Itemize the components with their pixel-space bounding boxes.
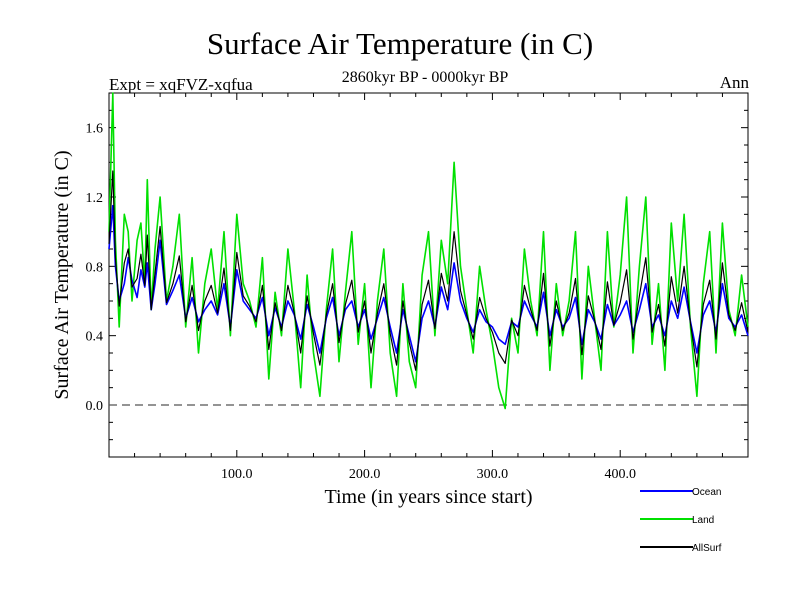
chart-subtitle: 2860kyr BP - 0000kyr BP [341, 69, 509, 86]
legend-label-allsurf: AllSurf [692, 543, 722, 554]
y-tick-label: 0.8 [86, 260, 104, 275]
legend: Ocean Land AllSurf [640, 487, 722, 554]
series-line-land [108, 92, 749, 410]
axis-ticks: 0.0 0.4 0.8 1.2 1.6 100.0 200.0 300.0 400.0 [86, 93, 748, 482]
y-tick-label: 0.4 [86, 330, 104, 345]
y-axis-label: Surface Air Temperature (in C) [51, 150, 73, 399]
legend-label-land: Land [692, 515, 714, 526]
series-line-allsurf [108, 170, 749, 371]
y-tick-label: 0.0 [86, 399, 104, 414]
experiment-label: Expt = xqFVZ-xqfua [109, 75, 253, 94]
x-tick-label: 200.0 [349, 467, 381, 482]
chart-title: Surface Air Temperature (in C) [206, 26, 594, 61]
season-label: Ann [719, 73, 749, 92]
x-tick-label: 300.0 [477, 467, 509, 482]
y-tick-label: 1.6 [86, 122, 104, 137]
plot-area [108, 92, 749, 458]
y-tick-label: 1.2 [86, 191, 104, 206]
x-axis-label: Time (in years since start) [324, 486, 532, 508]
x-tick-label: 400.0 [604, 467, 636, 482]
legend-label-ocean: Ocean [692, 487, 721, 498]
x-tick-label: 100.0 [221, 467, 253, 482]
series-layer [108, 92, 749, 410]
